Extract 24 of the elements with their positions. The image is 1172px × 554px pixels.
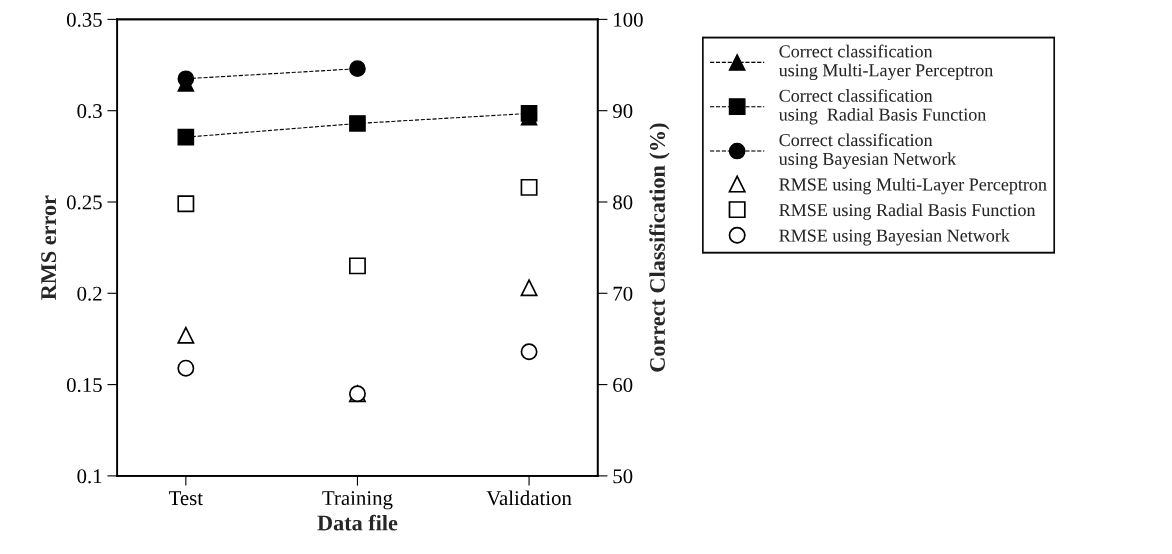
y-tick-label: 0.2: [77, 286, 102, 301]
x-tick-label: Training: [322, 491, 393, 510]
y-tick-label: 0.25: [66, 195, 102, 210]
y-axis-title: RMS error: [41, 195, 57, 300]
y2-tick-label: 80: [613, 195, 633, 210]
legend-label: RMSE using Bayesian Network: [779, 229, 1010, 246]
y-tick-label: 0.35: [66, 12, 102, 27]
y-tick-label: 0.15: [66, 377, 102, 393]
legend-label: RMSE using Radial Basis Function: [779, 203, 1036, 220]
y-tick-label: 0.3: [77, 104, 102, 119]
y2-tick-label: 100: [614, 12, 643, 27]
y2-tick-label: 60: [613, 377, 633, 393]
y2-tick-label: 70: [613, 286, 633, 301]
x-tick-label: Validation: [486, 490, 572, 506]
x-tick-label: Test: [169, 491, 203, 506]
legend-label: RMSE using Multi-Layer Perceptron: [779, 177, 1047, 195]
legend-label: Correct classification using Multi-Layer Perceptron: [778, 44, 994, 81]
y2-tick-label: 50: [613, 469, 633, 484]
legend-label: Correct classification using Radial Basis Function: [778, 88, 987, 125]
y-tick-label: 0.1: [77, 469, 102, 484]
legend-label: Correct classification using Bayesian Network: [778, 133, 957, 169]
x-axis-title: Data file: [317, 514, 398, 531]
y2-axis-title: Correct Classification (%): [649, 123, 670, 372]
y2-tick-label: 90: [612, 104, 633, 119]
